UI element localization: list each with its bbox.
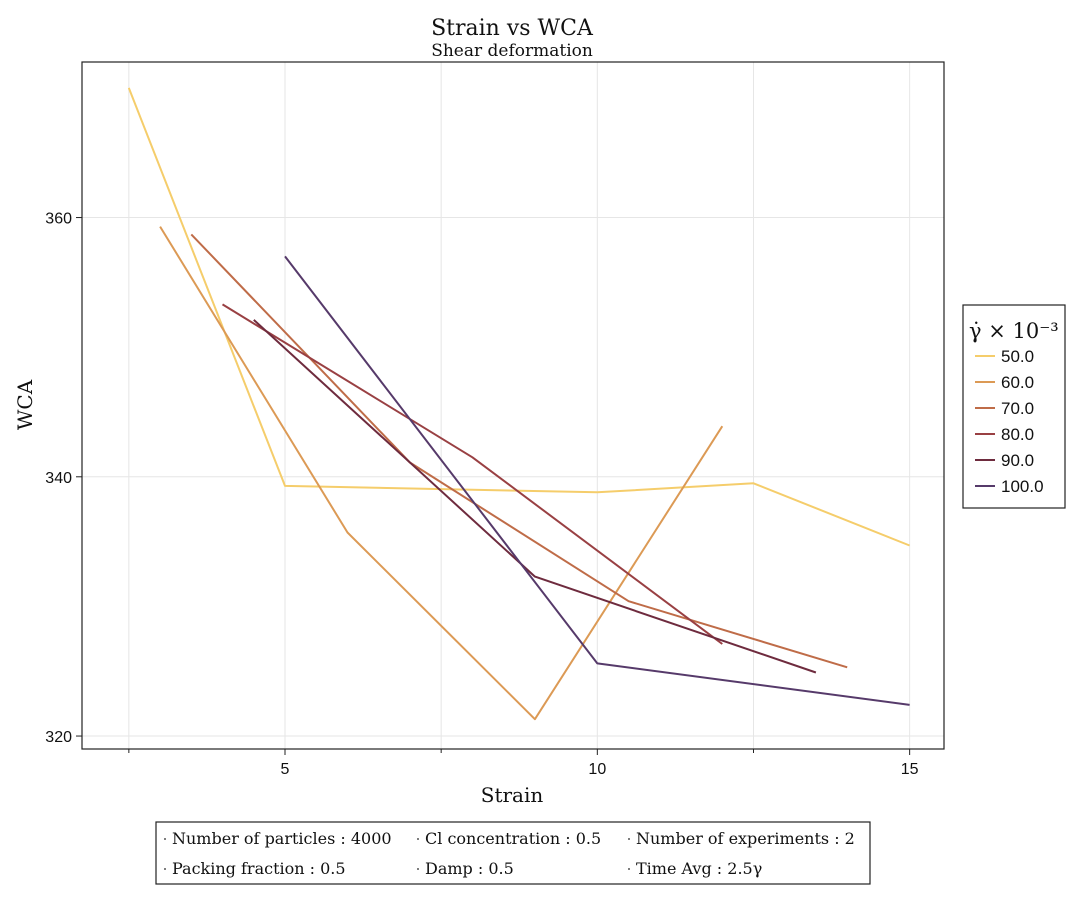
y-tick-label: 320 [45, 729, 72, 746]
legend-label: 90.0 [1001, 451, 1034, 470]
info-box-frame [155, 821, 871, 885]
legend-label: 60.0 [1001, 373, 1034, 392]
chart-title: Strain vs WCA [431, 16, 594, 41]
series-line-90.0 [253, 319, 817, 674]
series-lines [127, 87, 910, 721]
legend-box [962, 304, 1066, 509]
info-box: Number of particles : 4000 Cl concentrati… [155, 821, 871, 885]
axes: 5 10 15 320 340 360 [45, 211, 918, 778]
info-item: Cl concentration : 0.5 [425, 829, 601, 848]
plot-frame [81, 61, 945, 750]
y-tick-label: 340 [45, 470, 72, 487]
legend-label: 50.0 [1001, 347, 1034, 366]
legend-title: γ̇ × 10⁻³ [969, 319, 1059, 343]
series-line-100.0 [284, 255, 910, 706]
x-tick-label: 10 [588, 761, 606, 778]
info-item: Packing fraction : 0.5 [172, 859, 346, 878]
info-bullet [628, 838, 630, 840]
info-bullet [417, 868, 419, 870]
x-tick-label: 15 [901, 761, 919, 778]
y-tick-label: 360 [45, 211, 72, 228]
legend-label: 100.0 [1001, 477, 1044, 496]
grid [82, 62, 944, 749]
legend-label: 70.0 [1001, 399, 1034, 418]
legend-items: 50.0 60.0 70.0 80.0 90.0 100.0 [975, 347, 1044, 496]
info-item: Damp : 0.5 [425, 859, 514, 878]
info-bullet [628, 868, 630, 870]
info-item: Number of experiments : 2 [636, 829, 855, 848]
x-tick-label: 5 [281, 761, 290, 778]
series-line-50.0 [127, 87, 910, 547]
info-item: Number of particles : 4000 [172, 829, 392, 848]
legend: γ̇ × 10⁻³ 50.0 60.0 70.0 80.0 90.0 100.0 [962, 304, 1066, 509]
x-axis-label: Strain [481, 783, 544, 807]
series-line-70.0 [190, 233, 848, 669]
info-bullet [164, 868, 166, 870]
series-line-60.0 [159, 226, 724, 721]
chart-subtitle: Shear deformation [431, 41, 593, 61]
info-bullet [164, 838, 166, 840]
series-line-80.0 [221, 303, 723, 645]
y-axis-label: WCA [13, 379, 37, 430]
legend-label: 80.0 [1001, 425, 1034, 444]
info-items: Number of particles : 4000 Cl concentrati… [164, 829, 855, 878]
info-item: Time Avg : 2.5γ [636, 859, 762, 878]
info-bullet [417, 838, 419, 840]
